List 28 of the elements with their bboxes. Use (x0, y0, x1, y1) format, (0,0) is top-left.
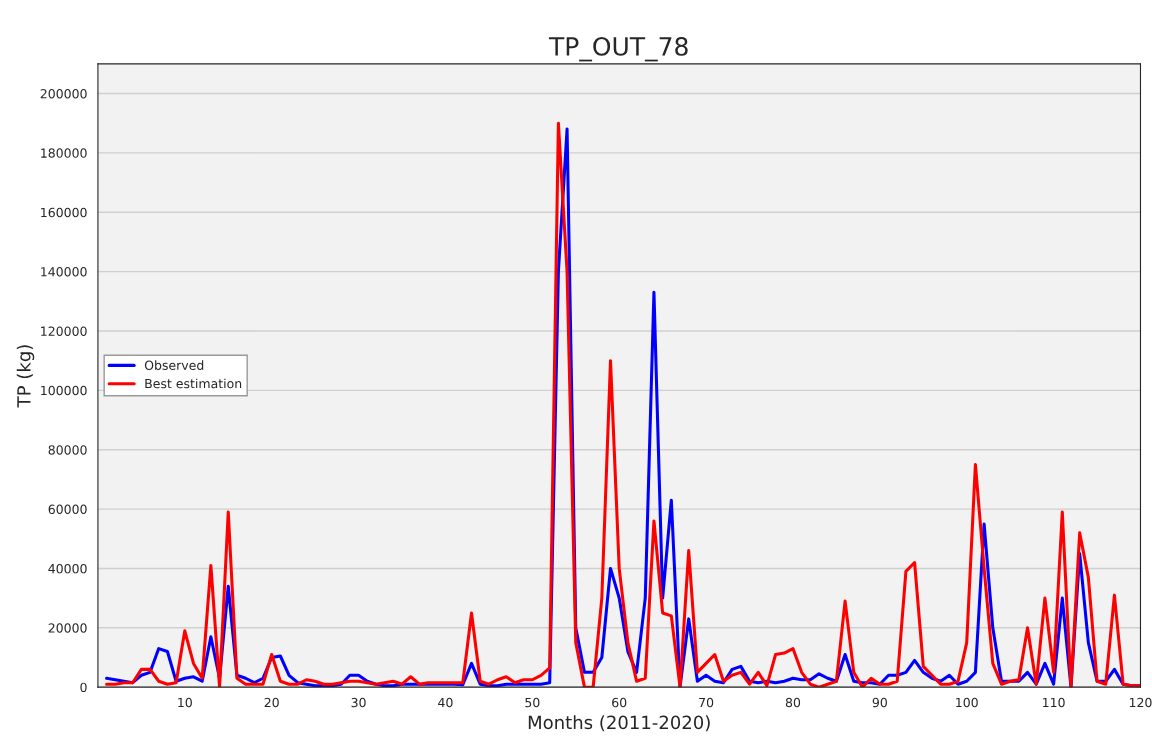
x-tick-label: 30 (351, 697, 366, 708)
legend-label: Best estimation (145, 378, 242, 389)
x-tick-label: 20 (264, 697, 279, 708)
x-tick-label: 100 (956, 697, 978, 708)
x-tick-label: 50 (525, 697, 540, 708)
y-tick-label: 80000 (48, 445, 87, 455)
y-tick-label: 160000 (41, 207, 87, 218)
x-tick-label: 90 (872, 697, 887, 708)
y-tick-label: 100000 (41, 385, 87, 396)
y-tick-label: 60000 (48, 504, 87, 514)
y-tick-label: 120000 (41, 326, 87, 336)
x-tick-label: 40 (438, 697, 453, 708)
y-tick-label: 140000 (41, 267, 87, 277)
y-tick-label: 0 (80, 682, 87, 693)
x-tick-label: 10 (178, 697, 192, 708)
y-tick-label: 40000 (48, 563, 87, 574)
legend-label: Observed (144, 360, 204, 370)
x-tick-label: 120 (1129, 697, 1152, 708)
x-tick-label: 80 (785, 697, 801, 708)
x-tick-label: 70 (699, 697, 714, 708)
chart-title: TP_OUT_78 (548, 36, 688, 62)
x-tick-label: 60 (612, 697, 627, 708)
y-tick-label: 180000 (41, 148, 87, 158)
y-tick-label: 20000 (48, 623, 87, 633)
x-axis-title: Months (2011-2020) (528, 715, 710, 732)
y-tick-label: 200000 (40, 88, 87, 99)
y-axis-title: TP (kg) (16, 345, 35, 408)
x-tick-label: 110 (1043, 697, 1065, 708)
